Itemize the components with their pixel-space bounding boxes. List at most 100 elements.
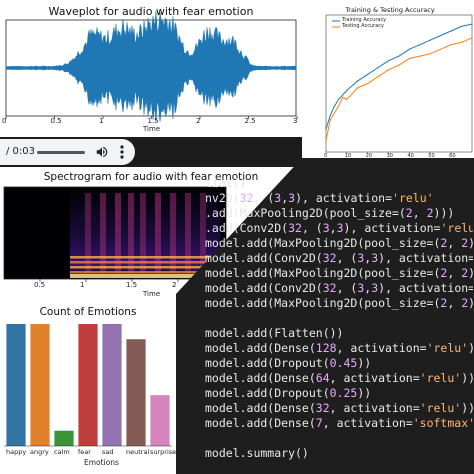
code-token: , <box>364 281 372 295</box>
code-token: , <box>447 296 462 310</box>
code-line: model.add(MaxPooling2D(pool_size=(2, 2))… <box>205 296 473 311</box>
accuracy-tick-label: 60 <box>449 153 456 159</box>
code-token: , <box>412 206 427 220</box>
code-token: , <box>329 221 337 235</box>
code-token: model.add(Dense( <box>205 401 316 415</box>
code-token: 'relu' <box>392 191 434 205</box>
code-token: model.summary() <box>205 446 309 460</box>
bar-category-label: neutral <box>126 448 150 456</box>
audio-player: / 0:03 <box>0 137 302 167</box>
code-token: 'softmax' <box>412 416 473 430</box>
code-token: model.add(Dropout( <box>205 386 330 400</box>
spectrogram-burst <box>128 193 134 273</box>
code-token: 0.45 <box>329 356 358 370</box>
code-token: model.add(Dropout( <box>205 356 330 370</box>
code-token: , activation= <box>336 341 427 355</box>
spectrogram-burst <box>140 193 146 273</box>
training-point <box>346 89 348 91</box>
code-line: model.summary() <box>205 446 473 461</box>
waveplot-tick-label: 2 <box>196 117 201 125</box>
accuracy-tick-label: 0 <box>324 153 328 159</box>
testing-point <box>325 139 327 142</box>
code-token: 32 <box>322 251 337 265</box>
bar-angry <box>30 324 50 446</box>
code-token: 2 <box>440 266 448 280</box>
code-token: 2 <box>440 296 448 310</box>
testing-point <box>367 82 369 85</box>
accuracy-tick-label: 30 <box>386 153 393 159</box>
testing-point <box>398 64 400 66</box>
code-token: model.add(Flatten()) <box>205 326 344 340</box>
spectrogram-image <box>3 186 227 282</box>
code-token: 32 <box>322 281 337 295</box>
training-point <box>342 94 344 96</box>
speaker-icon[interactable] <box>95 145 109 159</box>
spectrogram-harmonic <box>70 261 220 264</box>
spectrogram-tick-label: 1.5 <box>126 281 138 289</box>
code-token: , activation= <box>329 401 420 415</box>
training-point <box>333 105 335 107</box>
waveplot-xlabel: Time <box>143 125 161 133</box>
legend-training: Training Accuracy <box>342 17 387 23</box>
training-point <box>471 23 473 25</box>
testing-point <box>342 96 344 98</box>
spectrogram-tick-label: 1 <box>80 281 85 289</box>
code-token: , activation= <box>322 416 413 430</box>
training-point <box>325 128 327 130</box>
waveplot-panel: Waveplot for audio with fear emotion Tim… <box>0 0 302 136</box>
training-point <box>460 25 463 28</box>
code-token: )) <box>461 371 473 385</box>
code-token: , <box>364 251 372 265</box>
training-point <box>367 73 369 75</box>
more-vert-icon[interactable] <box>119 144 125 160</box>
spectrogram-harmonic <box>70 256 220 259</box>
waveplot-tick-label: 0.5 <box>50 117 62 125</box>
bar-category-label: fear <box>78 448 91 456</box>
testing-point <box>429 53 431 55</box>
code-token: 32 <box>315 401 330 415</box>
code-token: 3 <box>322 221 330 235</box>
bar-category-label: calm <box>54 448 70 456</box>
training-point <box>440 34 442 37</box>
accuracy-title: Training & Testing Accuracy <box>345 6 435 14</box>
progress-slider[interactable] <box>37 151 85 154</box>
code-token: 3 <box>371 281 379 295</box>
training-point <box>329 114 331 117</box>
code-line: model.add(Dense(128, activation='relu')) <box>205 341 473 356</box>
bar-category-label: sad <box>102 448 114 456</box>
bar-happy <box>6 324 26 446</box>
bar-category-label: surprise <box>150 448 176 456</box>
testing-point <box>346 98 348 101</box>
spectrogram-tick-label: 2 <box>172 281 177 289</box>
code-token: )) <box>468 341 473 355</box>
testing-point <box>419 55 421 57</box>
testing-point <box>356 87 358 89</box>
spectrogram-harmonic <box>70 266 220 269</box>
code-token: ), activation= <box>378 251 473 265</box>
code-token: 'relu' <box>426 341 469 355</box>
testing-point <box>440 48 442 50</box>
code-token: ), activation= <box>378 281 473 295</box>
code-token: ))) <box>468 236 473 250</box>
code-token: ), activation= <box>343 221 441 235</box>
code-token: , <box>447 266 462 280</box>
code-token: 2 <box>461 296 469 310</box>
code-line: model.add(Dropout(0.25)) <box>205 386 473 401</box>
spectrogram-burst <box>100 193 106 273</box>
code-token: model.add(Dense( <box>205 371 316 385</box>
code-line: model.add(Dense(32, activation='relu')) <box>205 401 473 416</box>
testing-point <box>460 41 463 44</box>
code-line <box>205 431 473 446</box>
testing-point <box>387 69 390 71</box>
bar-sad <box>102 324 122 446</box>
code-token: 3 <box>371 251 379 265</box>
code-token: 3 <box>357 281 365 295</box>
training-point <box>387 60 390 62</box>
spectrogram-low-band <box>70 274 220 278</box>
code-line: model.add(Flatten()) <box>205 326 473 341</box>
code-token: , ( <box>301 221 323 235</box>
testing-point <box>337 105 340 107</box>
code-token: , <box>447 236 462 250</box>
code-token: 'relu' <box>419 371 462 385</box>
bar-chart <box>4 324 172 447</box>
